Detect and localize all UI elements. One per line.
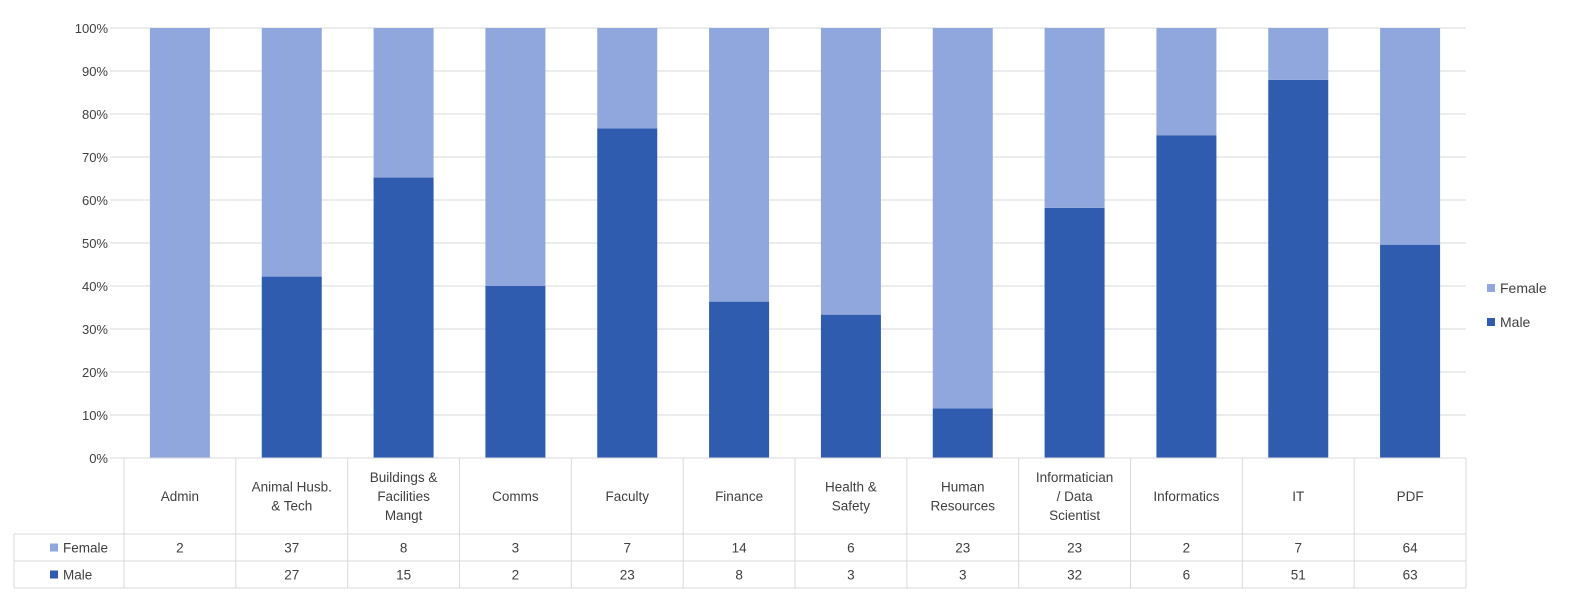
bar-female-1 (261, 28, 322, 277)
table-cell-value: 37 (284, 541, 299, 556)
legend-key-female (1487, 284, 1495, 292)
table-cell-value: 6 (847, 541, 855, 556)
y-tick-label: 60% (82, 193, 108, 208)
table-cell-value: 8 (400, 541, 408, 556)
bar-male-9 (1156, 135, 1217, 458)
bar-female-6 (820, 28, 881, 315)
bar-male-11 (1380, 244, 1441, 458)
bar-female-3 (485, 28, 546, 286)
category-label: Faculty (605, 489, 649, 504)
bar-female-0 (149, 28, 210, 458)
table-cell-value: 51 (1291, 568, 1306, 583)
row-key-male (50, 570, 58, 579)
category-label: Health & Safety (825, 480, 877, 514)
category-label: Finance (715, 489, 763, 504)
table-cell-value: 23 (955, 541, 970, 556)
bars (149, 28, 1441, 459)
table-cell-value: 63 (1403, 568, 1418, 583)
category-label: Human Resources (930, 480, 995, 514)
category-label: PDF (1397, 489, 1424, 504)
table-cell-value: 2 (1183, 541, 1191, 556)
bar-female-2 (373, 28, 434, 178)
bar-female-4 (597, 28, 658, 129)
category-label: Informatician / Data Scientist (1036, 470, 1113, 523)
data-table: Admin Animal Husb. & Tech Buildings & Facili… (13, 457, 1467, 589)
category-label: Buildings & Facilities Mangt (370, 470, 438, 523)
bar-male-7 (932, 408, 993, 458)
category-label: IT (1292, 489, 1304, 504)
y-tick-label: 50% (82, 236, 108, 251)
y-tick-label: 0% (89, 451, 108, 466)
category-label: Informatics (1153, 489, 1219, 504)
legend: Female Male (1487, 280, 1547, 330)
table-cell-value: 8 (735, 568, 743, 583)
table-cell-value: 64 (1403, 541, 1419, 556)
bar-female-5 (709, 28, 770, 302)
table-cell-value: 23 (1067, 541, 1082, 556)
row-label-female: Female (63, 541, 108, 556)
table-cell-value: 23 (620, 568, 635, 583)
bar-male-2 (373, 177, 434, 458)
table-cell-value: 27 (284, 568, 299, 583)
y-tick-label: 70% (82, 150, 108, 165)
bar-male-1 (261, 276, 322, 458)
table-cell-value: 7 (623, 541, 631, 556)
y-tick-label: 10% (82, 408, 108, 423)
legend-key-male (1487, 318, 1495, 326)
y-axis-ticks: 0% 10% 20% 30% 40% 50% 60% 70% 80% 90% 100% (75, 21, 109, 466)
y-tick-label: 90% (82, 64, 108, 79)
table-cell-value: 14 (732, 541, 748, 556)
table-cell-value: 3 (512, 541, 520, 556)
legend-label-female: Female (1500, 280, 1547, 296)
bar-female-8 (1044, 28, 1105, 208)
bar-male-4 (597, 128, 658, 459)
bar-female-11 (1380, 28, 1441, 245)
row-key-female (50, 543, 58, 552)
bar-female-7 (932, 28, 993, 409)
table-cell-value: 3 (847, 568, 855, 583)
category-label: Comms (492, 489, 539, 504)
table-cell-value: 7 (1294, 541, 1302, 556)
legend-label-male: Male (1500, 314, 1531, 330)
y-tick-label: 40% (82, 279, 108, 294)
row-label-male: Male (63, 568, 92, 583)
bar-male-3 (485, 286, 546, 458)
gridlines (110, 27, 1466, 459)
y-tick-label: 100% (75, 21, 109, 36)
table-cell-value: 3 (959, 568, 967, 583)
table-cell-value: 2 (512, 568, 520, 583)
bar-male-5 (709, 301, 770, 458)
bar-male-6 (820, 314, 881, 458)
table-cell-value: 6 (1183, 568, 1191, 583)
table-cell-value: 15 (396, 568, 411, 583)
y-tick-label: 80% (82, 107, 108, 122)
bar-female-10 (1268, 28, 1329, 80)
y-tick-label: 30% (82, 322, 108, 337)
bar-male-8 (1044, 207, 1105, 458)
category-label: Admin (161, 489, 199, 504)
bar-male-10 (1268, 79, 1329, 459)
category-label: Animal Husb. & Tech (252, 480, 332, 514)
table-cell-value: 2 (176, 541, 184, 556)
y-tick-label: 20% (82, 365, 108, 380)
table-cell-value: 32 (1067, 568, 1082, 583)
bar-female-9 (1156, 28, 1217, 136)
